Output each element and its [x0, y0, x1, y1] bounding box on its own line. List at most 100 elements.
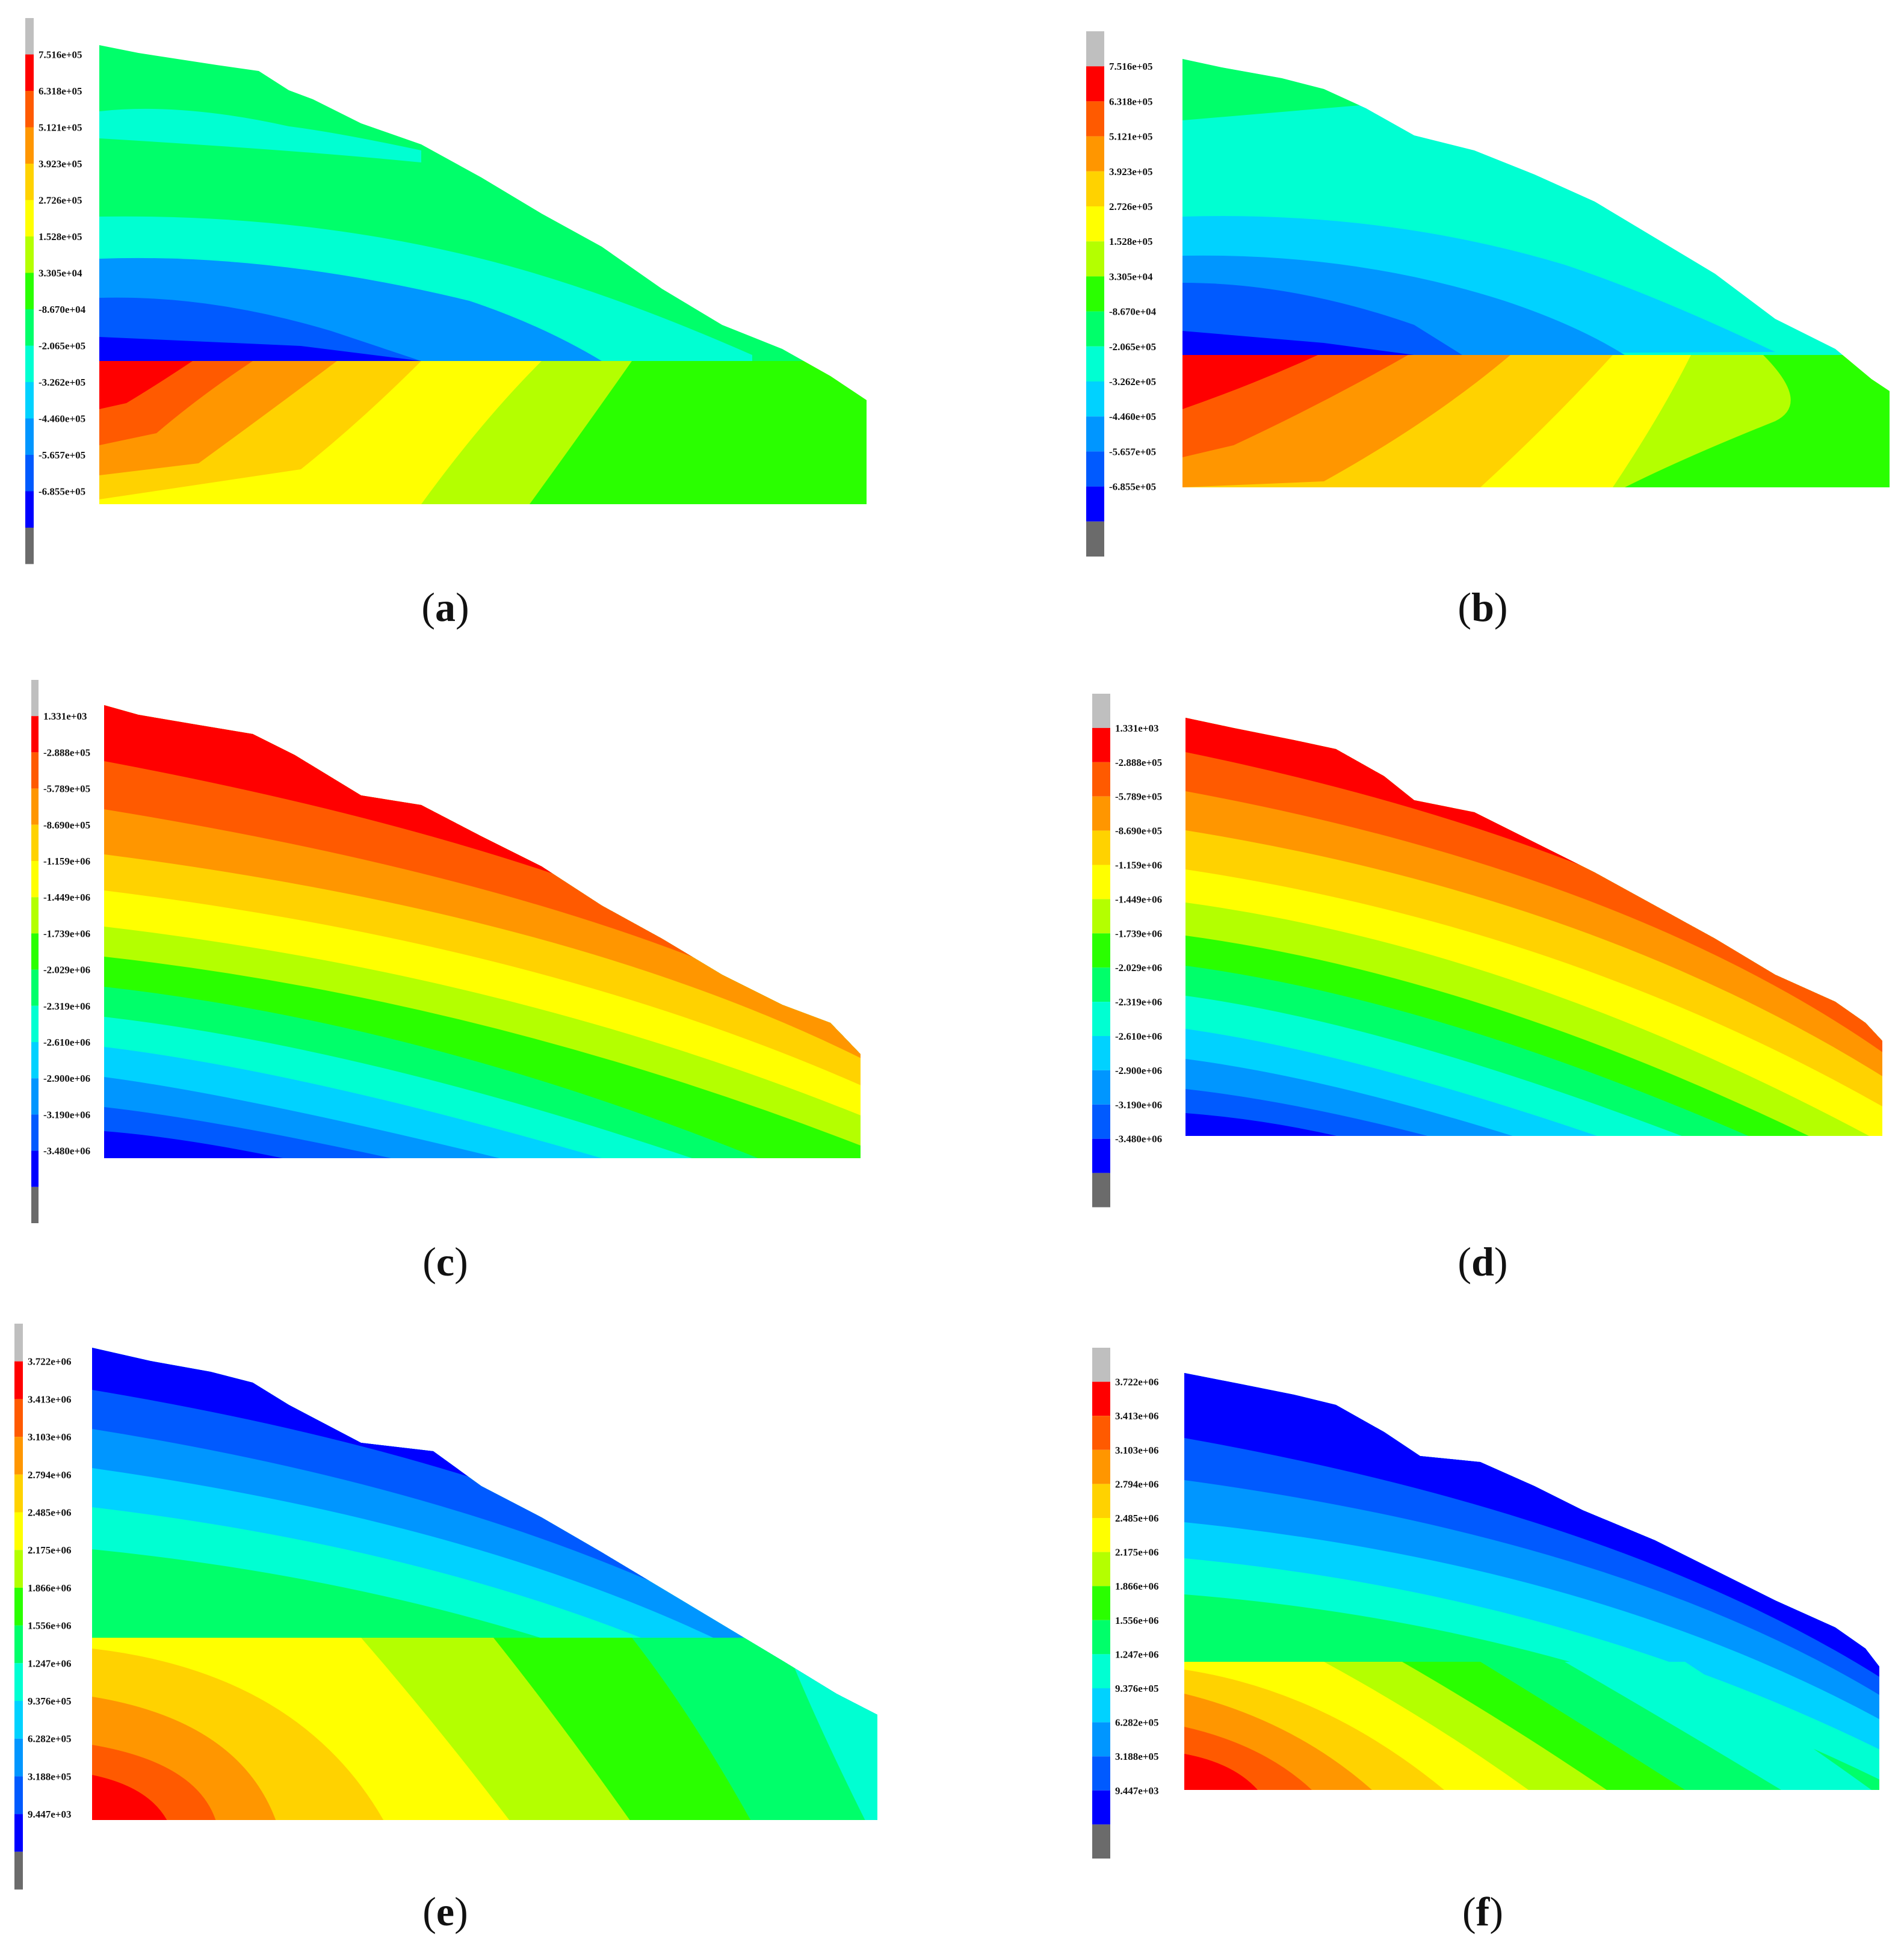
legend-level-label: -2.065e+05 [39, 341, 85, 352]
legend-swatch [25, 54, 34, 91]
legend-level-label: 2.794e+06 [28, 1469, 71, 1481]
legend-c: 1.331e+03 -2.888e+05 -5.789e+05 -8.690e+05 -… [31, 680, 90, 1223]
legend-top-band [14, 1324, 23, 1362]
legend-swatch [1092, 796, 1110, 831]
legend-top-band [1092, 694, 1110, 728]
legend-swatch [1092, 1484, 1110, 1518]
legend-swatch [25, 382, 34, 419]
legend-level-label: 1.556e+06 [28, 1620, 71, 1632]
contour-plot-f [1184, 1373, 1879, 1790]
legend-level-label: -5.789e+05 [1115, 791, 1162, 803]
legend-bottom-band [1086, 521, 1104, 557]
legend-swatch [1092, 967, 1110, 1002]
legend-swatch [14, 1663, 23, 1701]
legend-level-label: 5.121e+05 [39, 122, 82, 134]
legend-level-label: 7.516e+05 [1109, 61, 1152, 72]
legend-level-label: 7.516e+05 [39, 49, 82, 61]
legend-swatch [1092, 1688, 1110, 1723]
legend-swatch [1086, 486, 1104, 522]
legend-level-label: -2.610e+06 [1115, 1031, 1162, 1042]
legend-level-label: 2.794e+06 [1115, 1478, 1158, 1490]
legend-swatch [1086, 346, 1104, 381]
legend-swatch [14, 1776, 23, 1815]
legend-swatch [1086, 66, 1104, 102]
legend-top-band [1086, 31, 1104, 67]
legend-e: 3.722e+06 3.413e+06 3.103e+06 2.794e+06 2.48… [14, 1324, 71, 1890]
legend-bottom-band [25, 528, 34, 564]
legend-swatch [25, 200, 34, 236]
legend-swatch [1092, 899, 1110, 934]
legend-swatch [14, 1701, 23, 1739]
legend-level-label: -4.460e+05 [1109, 411, 1156, 422]
legend-swatch [31, 1005, 39, 1042]
legend-bottom-band [1092, 1824, 1110, 1859]
legend-level-label: -2.900e+06 [43, 1073, 90, 1084]
legend-bottom-band [31, 1186, 39, 1223]
legend-level-label: 3.413e+06 [1115, 1410, 1158, 1422]
legend-level-label: 6.318e+05 [1109, 96, 1152, 107]
legend-swatch [1092, 1104, 1110, 1139]
legend-swatch [31, 933, 39, 970]
legend-level-label: -6.855e+05 [39, 486, 85, 498]
legend-swatch [14, 1361, 23, 1399]
legend-swatch [31, 1150, 39, 1187]
legend-swatch [1092, 1002, 1110, 1036]
legend-level-label: 3.103e+06 [28, 1431, 71, 1443]
legend-level-label: 9.447e+03 [1115, 1785, 1158, 1797]
legend-swatch [31, 1078, 39, 1115]
legend-level-label: 2.485e+06 [28, 1507, 71, 1519]
legend-swatch [1092, 1138, 1110, 1173]
legend-level-label: -5.657e+05 [39, 449, 85, 461]
caption-letter: a [435, 584, 456, 630]
legend-a: 7.516e+05 6.318e+05 5.121e+05 3.923e+05 2.72… [25, 18, 86, 564]
legend-swatch [1092, 830, 1110, 865]
legend-swatch [1086, 136, 1104, 171]
contour-plot-c [104, 705, 861, 1158]
legend-swatch [1092, 1620, 1110, 1655]
legend-swatch [25, 273, 34, 309]
legend-level-label: 3.305e+04 [1109, 271, 1153, 282]
legend-swatch [31, 1114, 39, 1151]
legend-level-label: 3.413e+06 [28, 1393, 71, 1405]
caption-letter: f [1476, 1889, 1490, 1934]
caption-c: (c) [422, 1239, 468, 1285]
legend-level-label: 3.722e+06 [28, 1356, 71, 1368]
legend-f: 3.722e+06 3.413e+06 3.103e+06 2.794e+06 2.48… [1092, 1348, 1158, 1859]
legend-swatch [1086, 451, 1104, 487]
panel-c [0, 0, 952, 1324]
legend-b: 7.516e+05 6.318e+05 5.121e+05 3.923e+05 2.72… [1086, 31, 1157, 557]
panel-a [0, 0, 952, 650]
legend-swatch [31, 1042, 39, 1079]
legend-bottom-band [14, 1851, 23, 1890]
legend-level-label: 2.175e+06 [1115, 1547, 1158, 1558]
legend-swatch [31, 824, 39, 861]
legend-swatch [31, 788, 39, 825]
legend-level-label: -3.480e+06 [1115, 1134, 1162, 1145]
legend-level-label: -1.739e+06 [1115, 928, 1162, 939]
legend-swatch [25, 236, 34, 273]
legend-level-label: -1.739e+06 [43, 928, 90, 939]
legend-swatch [1086, 241, 1104, 277]
legend-d: 1.331e+03 -2.888e+05 -5.789e+05 -8.690e+05 -… [1092, 694, 1162, 1208]
legend-swatch [25, 309, 34, 346]
legend-level-label: 1.331e+03 [43, 711, 87, 722]
legend-level-label: 3.722e+06 [1115, 1377, 1158, 1388]
legend-level-label: 6.282e+05 [1115, 1717, 1158, 1729]
legend-level-label: 3.188e+05 [1115, 1751, 1158, 1762]
legend-level-label: 1.528e+05 [1109, 236, 1152, 247]
caption-letter: e [436, 1889, 455, 1934]
legend-swatch [31, 969, 39, 1006]
legend-swatch [31, 716, 39, 753]
caption-d: (d) [1457, 1239, 1508, 1285]
legend-level-label: -1.159e+06 [1115, 860, 1162, 871]
caption-f: (f) [1462, 1889, 1503, 1934]
legend-level-label: 6.318e+05 [39, 85, 82, 97]
legend-swatch [1092, 1790, 1110, 1825]
legend-level-label: -3.190e+06 [43, 1109, 90, 1120]
caption-letter: c [436, 1239, 455, 1285]
legend-level-label: 3.923e+05 [1109, 166, 1152, 177]
caption-e: (e) [422, 1889, 468, 1934]
contour-plot-a [99, 45, 867, 504]
legend-swatch [1092, 1756, 1110, 1791]
legend-level-label: 1.866e+06 [1115, 1581, 1158, 1592]
